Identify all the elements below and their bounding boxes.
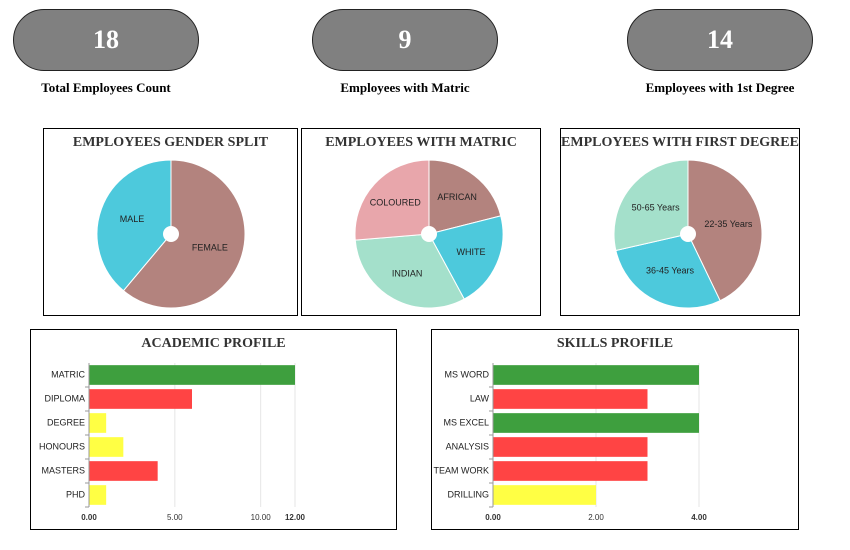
y-label-ms-word: MS WORD [445,369,490,379]
skills-profile-title: SKILLS PROFILE [556,336,674,351]
y-label-honours: HONOURS [39,441,85,451]
y-label-team-work: TEAM WORK [434,465,490,475]
x-tick-label: 0.00 [485,513,501,522]
kpi-total-employees-label: Total Employees Count [41,80,171,95]
first-degree-title: EMPLOYEES WITH FIRST DEGREE [561,135,799,150]
pie-center-hole [163,226,179,242]
x-tick-label: 2.00 [588,513,604,522]
bar-ms-word[interactable] [493,365,699,385]
pie-slice-male[interactable] [96,159,172,292]
kpi-total-employees: 18 [13,9,199,71]
gender-split-title: EMPLOYEES GENDER SPLIT [72,135,269,150]
skills-profile-chart: 0.00 2.00 4.00 MS WORD LAW MS EXCEL ANALYSIS TE… [434,363,707,522]
pie-slice-coloured[interactable] [354,159,430,241]
kpi-employees-matric: 9 [312,9,498,71]
y-label-degree: DEGREE [47,417,85,427]
x-tick-label: 10.00 [251,513,272,522]
gender-split-pie: FEMALE MALE [96,159,246,309]
pie-label-indian: INDIAN [392,269,423,279]
x-tick-label: 4.00 [691,513,707,522]
pie-center-hole [421,226,437,242]
bar-drilling[interactable] [493,485,596,505]
pie-label-male: MALE [120,214,145,224]
x-tick-label: 12.00 [285,513,306,522]
bar-masters[interactable] [89,461,158,481]
bar-analysis[interactable] [493,437,648,457]
y-label-law: LAW [470,393,490,403]
kpi-employees-degree: 14 [627,9,813,71]
pie-slice-36-45-years[interactable] [615,233,721,309]
bar-team-work[interactable] [493,461,648,481]
pie-label-female: FEMALE [192,243,228,253]
pie-label-coloured: COLOURED [370,197,422,207]
first-degree-pie: 22-35 Years 36-45 Years 50-65 Years [613,159,763,309]
kpi-employees-matric-label: Employees with Matric [340,80,470,95]
pie-center-hole [680,226,696,242]
kpi-employees-degree-value: 14 [707,25,733,54]
pie-label-22-35-years: 22-35 Years [704,219,753,229]
skills-profile-panel: SKILLS PROFILE 0.00 2.00 4.00 MS WORD LAW MS … [431,329,799,530]
pie-slice-22-35-years[interactable] [687,159,763,302]
y-label-matric: MATRIC [51,369,85,379]
academic-profile-panel: ACADEMIC PROFILE 0.00 5.00 10.00 12.00 MATRI… [30,329,397,530]
academic-profile-chart: 0.00 5.00 10.00 12.00 MATRIC DIPLOMA DEGREE HON… [39,363,306,522]
x-tick-label: 5.00 [167,513,183,522]
y-label-analysis: ANALYSIS [446,441,489,451]
pie-slice-african[interactable] [428,159,502,235]
y-label-masters: MASTERS [41,465,85,475]
pie-slice-female[interactable] [122,159,246,309]
pie-label-36-45-years: 36-45 Years [646,266,695,276]
y-label-diploma: DIPLOMA [44,393,85,403]
gender-split-panel: EMPLOYEES GENDER SPLIT FEMALE MALE [43,128,298,316]
pie-label-white: WHITE [457,247,486,257]
bar-diploma[interactable] [89,389,192,409]
y-label-ms-excel: MS EXCEL [443,417,489,427]
pie-label-50-65-years: 50-65 Years [632,203,681,213]
matric-title: EMPLOYEES WITH MATRIC [325,135,517,150]
y-label-drilling: DRILLING [447,489,489,499]
bar-honours[interactable] [89,437,124,457]
bar-law[interactable] [493,389,648,409]
y-label-phd: PHD [66,489,86,499]
kpi-employees-matric-value: 9 [398,25,412,54]
academic-profile-title: ACADEMIC PROFILE [141,336,286,351]
pie-slice-white[interactable] [428,215,504,300]
pie-label-african: AFRICAN [437,192,477,202]
bar-degree[interactable] [89,413,107,433]
x-tick-label: 0.00 [81,513,97,522]
matric-pie: AFRICAN WHITE INDIAN COLOURED [354,159,504,309]
bar-ms-excel[interactable] [493,413,699,433]
bar-phd[interactable] [89,485,107,505]
first-degree-panel: EMPLOYEES WITH FIRST DEGREE 22-35 Years 3… [560,128,800,316]
pie-slice-indian[interactable] [354,233,465,309]
kpi-employees-degree-label: Employees with 1st Degree [645,80,795,95]
kpi-total-employees-value: 18 [93,25,119,54]
bar-matric[interactable] [89,365,295,385]
pie-slice-50-65-years[interactable] [613,159,689,252]
matric-panel: EMPLOYEES WITH MATRIC AFRICAN WHITE INDIAN… [301,128,541,316]
